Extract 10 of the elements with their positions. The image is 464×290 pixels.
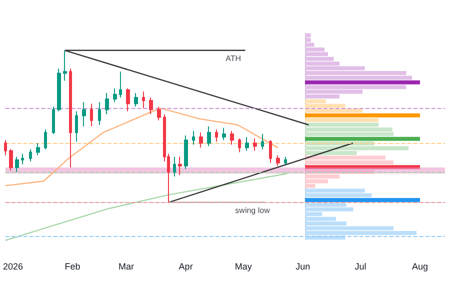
x-tick-label: Feb — [64, 262, 80, 272]
annotation: ATH — [226, 54, 242, 63]
x-tick-label: Mar — [118, 262, 134, 272]
x-tick-label: Jun — [296, 262, 310, 272]
x-tick-label: Aug — [412, 262, 428, 272]
x-tick-label: Apr — [178, 262, 193, 272]
x-tick-label: 2026 — [2, 262, 24, 272]
x-tick-label: Jul — [354, 262, 366, 272]
annotation: swing low — [235, 206, 270, 215]
x-tick-label: May — [234, 262, 252, 272]
